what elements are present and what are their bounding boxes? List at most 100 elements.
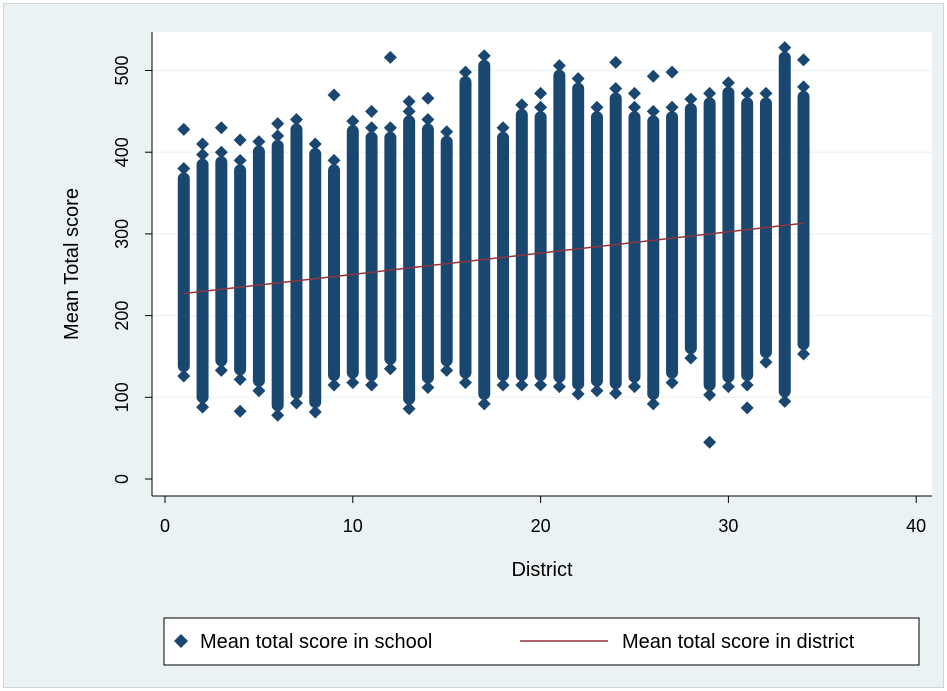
score-column-body	[177, 172, 190, 373]
score-column-body	[403, 115, 416, 405]
school-score-point	[177, 162, 191, 176]
score-column-body	[328, 164, 341, 382]
school-score-point	[515, 98, 529, 112]
school-score-point	[214, 145, 228, 159]
district-column	[440, 135, 453, 367]
score-column-body	[440, 135, 453, 367]
school-score-point	[214, 363, 228, 377]
axes	[151, 32, 932, 497]
legend-label-school: Mean total score in school	[200, 631, 432, 653]
school-score-outlier	[740, 401, 754, 415]
school-score-point	[684, 351, 698, 365]
school-score-point	[552, 59, 566, 73]
score-column-body	[459, 76, 472, 379]
school-score-point	[196, 148, 210, 162]
school-score-point	[740, 378, 754, 392]
school-score-outlier	[421, 91, 435, 105]
district-column	[741, 97, 754, 382]
school-score-point	[759, 355, 773, 369]
school-score-point	[477, 397, 491, 411]
score-column-body	[497, 131, 510, 382]
school-score-point	[233, 372, 247, 386]
school-score-point	[590, 100, 604, 114]
school-score-point	[458, 376, 472, 390]
school-score-point	[289, 396, 303, 410]
school-score-point	[759, 86, 773, 100]
score-column-body	[534, 111, 547, 382]
school-score-point	[196, 400, 210, 414]
district-column	[384, 131, 397, 365]
district-column	[497, 131, 510, 382]
score-column-body	[609, 92, 622, 390]
district-column	[778, 51, 791, 398]
school-score-outlier	[646, 69, 660, 83]
district-column	[403, 115, 416, 405]
y-tick-label: 0	[112, 474, 132, 484]
district-column	[215, 156, 228, 367]
score-column-body	[290, 123, 303, 400]
district-column	[421, 123, 434, 384]
score-column-body	[572, 82, 585, 391]
school-score-point	[703, 86, 717, 100]
score-column-body	[215, 156, 228, 367]
school-score-point	[402, 104, 416, 118]
district-column	[234, 164, 247, 376]
school-score-outlier	[271, 117, 285, 131]
school-score-point	[628, 100, 641, 114]
score-column-body	[684, 103, 697, 355]
school-score-point	[177, 369, 191, 383]
score-column-body	[515, 108, 528, 382]
district-column	[196, 158, 209, 404]
school-score-point	[590, 384, 604, 398]
school-score-outlier	[402, 95, 416, 109]
school-score-point	[646, 397, 660, 411]
school-score-point	[778, 394, 792, 408]
school-score-point	[571, 72, 585, 86]
score-column-body	[234, 164, 247, 376]
school-score-point	[552, 380, 566, 394]
y-axis-title: Mean Total score	[61, 188, 83, 340]
school-score-outlier	[214, 121, 228, 135]
score-column-body	[365, 131, 378, 382]
y-tick-label: 100	[112, 382, 132, 412]
district-column	[722, 86, 735, 383]
score-column-body	[666, 111, 679, 379]
district-column	[684, 103, 697, 355]
district-column	[365, 131, 378, 382]
district-column	[609, 92, 622, 390]
school-score-point	[252, 135, 266, 149]
school-score-point	[440, 363, 454, 377]
school-score-point	[252, 384, 266, 398]
school-score-point	[402, 402, 416, 416]
x-tick-label: 30	[718, 516, 738, 536]
school-score-outlier	[365, 104, 379, 118]
school-score-point	[534, 100, 548, 114]
district-column	[628, 111, 641, 383]
school-score-point	[721, 380, 735, 394]
school-score-outlier	[628, 86, 641, 100]
score-column-body	[647, 115, 660, 400]
school-score-point	[628, 380, 641, 394]
score-column-body	[703, 97, 716, 391]
school-score-point	[496, 121, 510, 135]
school-score-point	[233, 153, 247, 167]
legend-label-district: Mean total score in district	[622, 631, 855, 653]
school-score-point	[327, 153, 341, 167]
score-column-body	[196, 158, 209, 404]
score-column-body	[346, 125, 359, 379]
district-column	[553, 69, 566, 383]
district-column	[703, 97, 716, 391]
school-score-point	[571, 387, 585, 401]
school-score-point	[365, 378, 379, 392]
school-score-point	[665, 100, 679, 114]
score-column-body	[384, 131, 397, 365]
school-score-outlier	[233, 133, 247, 147]
district-column	[478, 59, 491, 400]
district-column	[647, 115, 660, 400]
score-column-body	[590, 111, 603, 387]
score-column-body	[271, 139, 284, 412]
district-column	[534, 111, 547, 382]
school-score-outlier	[196, 137, 210, 151]
score-column-body	[797, 90, 810, 350]
